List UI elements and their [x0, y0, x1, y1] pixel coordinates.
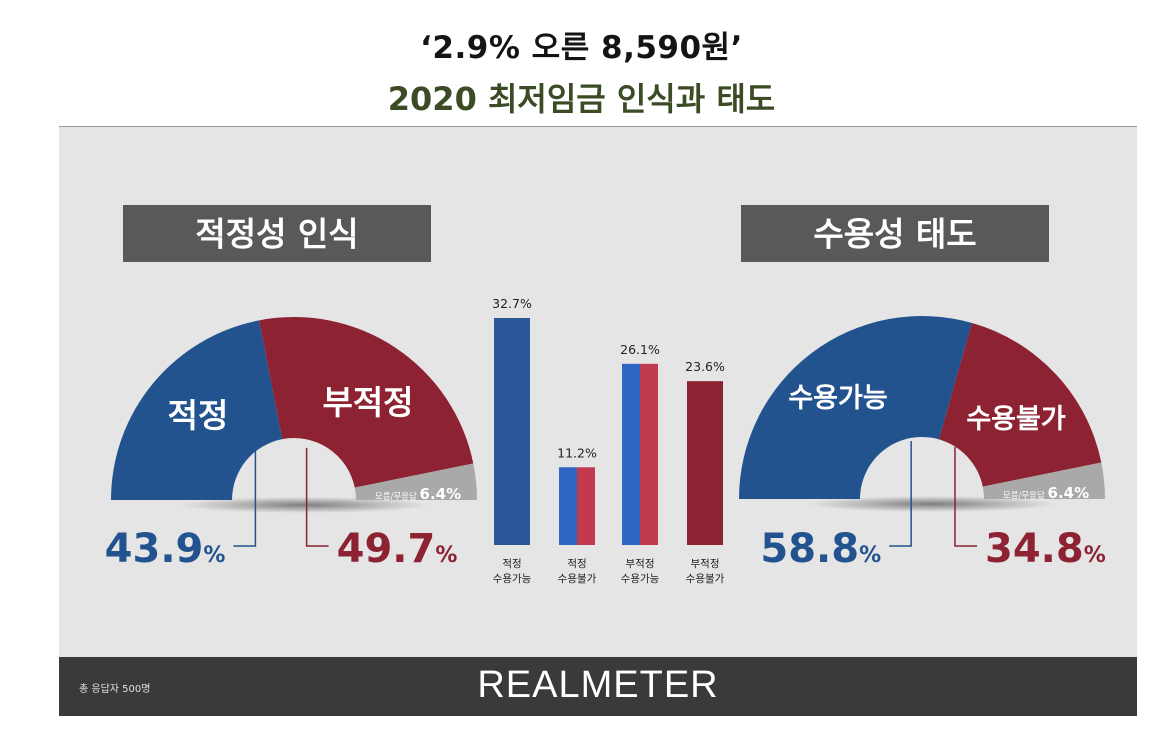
- chart-subtitle: 2020 최저임금 인식과 태도: [387, 80, 776, 118]
- slice-label-2-1: 수용불가: [966, 404, 1066, 435]
- donut-slice-0-1: [259, 317, 474, 488]
- section-label-0: 적정성 인식: [195, 215, 358, 254]
- chart-title: ‘2.9% 오른 8,590원’: [420, 30, 743, 66]
- footer-bar: 총 응답자 500명 REALMETER: [59, 657, 1137, 716]
- donut-slice-2-0: [739, 316, 972, 499]
- leader-line-0-1: [305, 448, 329, 547]
- donut-slice-2-1: [938, 322, 1102, 487]
- section-label-2-box: [741, 205, 1049, 262]
- value-label-0-0: 43.9%: [105, 526, 226, 572]
- unknown-label-2: 모름/무응답: [1003, 490, 1045, 501]
- value-label-2-0: 58.8%: [760, 526, 881, 572]
- bar-category-label-2-1: 수용가능: [621, 573, 660, 585]
- donut-slice-0-0: [111, 320, 283, 500]
- leader-line-2-0: [889, 441, 912, 547]
- brand-logo: REALMETER: [477, 664, 719, 706]
- slice-label-2-0: 수용가능: [788, 383, 887, 414]
- slice-label-0-2: 모름/무응답 6.4%: [375, 485, 461, 503]
- leader-line-2-1: [954, 447, 978, 547]
- bar-1: [559, 467, 595, 545]
- value-label-0-1: 49.7%: [337, 526, 458, 572]
- leader-line-0-0: [233, 442, 257, 547]
- bar-value-label-0: 32.7%: [492, 296, 532, 311]
- bar-category-label-3-1: 수용불가: [686, 573, 725, 585]
- donut-shadow-2: [807, 496, 1057, 512]
- bar-category-label-1-1: 수용불가: [558, 573, 597, 585]
- donut-slice-2-2: [982, 462, 1105, 499]
- unknown-label-0: 모름/무응답: [375, 491, 417, 502]
- donut-shadow-0: [179, 497, 429, 513]
- slice-label-0-1: 부적정: [322, 383, 413, 422]
- unknown-value-2: 6.4%: [1048, 484, 1090, 502]
- bar-1-left: [559, 467, 577, 545]
- bar-0: [494, 318, 530, 545]
- bar-3: [687, 381, 723, 545]
- bar-1-right: [577, 467, 595, 545]
- bar-category-label-3-0: 부적정: [691, 558, 720, 570]
- section-label-0-box: [123, 205, 431, 262]
- bar-value-label-1: 11.2%: [557, 445, 597, 460]
- slice-label-2-2: 모름/무응답 6.4%: [1003, 484, 1089, 502]
- slice-label-0-0: 적정: [168, 396, 229, 435]
- bar-category-label-1-0: 적정: [567, 558, 586, 570]
- bar-2-right: [640, 363, 658, 545]
- section-label-2: 수용성 태도: [813, 215, 976, 254]
- bar-category-label-0-1: 수용가능: [493, 573, 532, 585]
- bar-value-label-2: 26.1%: [620, 342, 660, 357]
- bar-2-left: [622, 363, 640, 545]
- unknown-value-0: 6.4%: [420, 485, 462, 503]
- bar-category-label-0-0: 적정: [502, 558, 521, 570]
- bar-2: [622, 363, 658, 545]
- value-label-2-1: 34.8%: [985, 526, 1106, 572]
- bar-category-label-2-0: 부적정: [626, 558, 655, 570]
- bar-value-label-3: 23.6%: [685, 359, 725, 374]
- donut-slice-0-2: [354, 463, 477, 500]
- respondent-note: 총 응답자 500명: [79, 684, 151, 695]
